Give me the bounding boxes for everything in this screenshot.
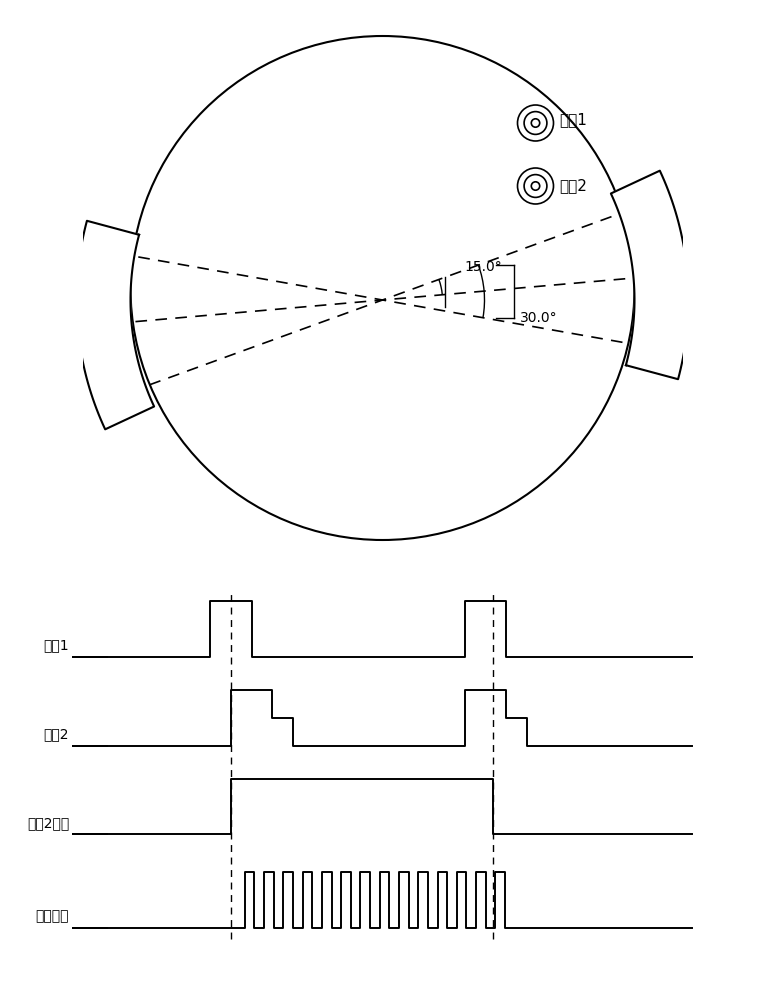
- Text: 光电2脉宽: 光电2脉宽: [27, 816, 69, 830]
- Text: 光电2: 光电2: [559, 178, 588, 194]
- Text: 光电1: 光电1: [559, 112, 588, 127]
- Text: 脉宽计数: 脉宽计数: [36, 909, 69, 923]
- Polygon shape: [76, 221, 154, 429]
- Text: 光电2: 光电2: [44, 727, 69, 741]
- Polygon shape: [611, 171, 688, 379]
- Text: 30.0°: 30.0°: [520, 311, 558, 325]
- Text: 15.0°: 15.0°: [464, 260, 503, 274]
- Text: 光电1: 光电1: [44, 638, 69, 652]
